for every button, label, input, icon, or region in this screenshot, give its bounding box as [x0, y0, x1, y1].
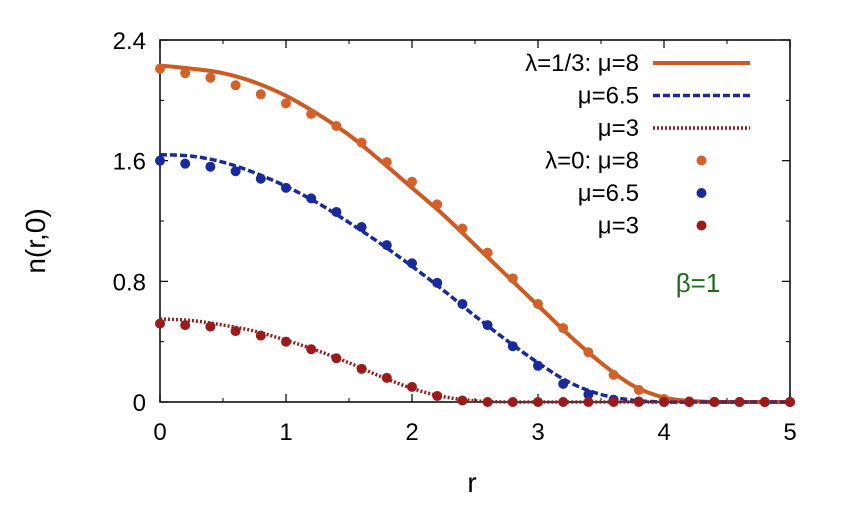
- series-4-point: [331, 206, 342, 217]
- series-3-point: [633, 384, 644, 395]
- series-5-point: [432, 390, 443, 401]
- series-4-point: [533, 360, 543, 371]
- series-5-point: [633, 397, 644, 407]
- series-3-point: [180, 68, 191, 79]
- legend-label-3: λ=0: μ=8: [545, 148, 639, 175]
- beta-annotation: β=1: [676, 268, 721, 298]
- series-5-point: [155, 318, 165, 329]
- series-5-point: [785, 397, 795, 407]
- series-3-point: [608, 369, 619, 380]
- series-4-point: [281, 182, 291, 193]
- series-5-point: [709, 397, 720, 407]
- x-tick-label: 3: [531, 419, 544, 446]
- legend-marker-4: [696, 188, 707, 198]
- series-5-point: [734, 397, 745, 407]
- series-3-point: [230, 80, 241, 91]
- series-4-point: [482, 320, 493, 331]
- y-tick-label: 0.8: [113, 269, 146, 296]
- series-4-point: [583, 389, 594, 400]
- series-5-point: [684, 397, 695, 407]
- legend-label-4: μ=6.5: [578, 180, 639, 207]
- x-tick-label: 4: [657, 419, 670, 446]
- series-5-point: [759, 397, 770, 407]
- series-3-point: [381, 157, 392, 168]
- series-5-point: [230, 326, 241, 337]
- series-3-point: [432, 199, 443, 210]
- series-5-point: [482, 397, 493, 407]
- series-5-point: [255, 330, 266, 341]
- series-4-point: [255, 173, 266, 184]
- series-3-point: [155, 63, 165, 74]
- series-5-point: [457, 395, 468, 406]
- series-3-point: [331, 120, 342, 131]
- x-tick-label: 0: [153, 419, 166, 446]
- series-3-point: [482, 247, 493, 258]
- series-4-point: [205, 161, 216, 172]
- series-3-point: [558, 323, 569, 334]
- series-5-point: [507, 397, 518, 407]
- series-4-point: [381, 240, 392, 251]
- legend-marker-5: [696, 220, 707, 231]
- series-4-point: [230, 166, 241, 177]
- series-4-point: [407, 258, 417, 269]
- series-5-point: [356, 363, 367, 374]
- series-3-point: [356, 137, 367, 148]
- series-4-point: [356, 222, 367, 233]
- legend: λ=1/3: μ=8 μ=6.5 μ=3 λ=0: μ=8 μ=6.5 μ=3: [525, 50, 750, 240]
- y-tick-label: 2.4: [113, 28, 146, 55]
- series-3-point: [533, 298, 543, 309]
- x-axis-label: r: [467, 467, 476, 498]
- legend-marker-3: [696, 155, 707, 166]
- series-5-point: [331, 353, 342, 364]
- y-tick-label: 0: [133, 390, 146, 417]
- series-5-point: [608, 397, 619, 407]
- series-0-line: [159, 63, 790, 405]
- series-4-point: [558, 378, 569, 389]
- series-3-point: [407, 176, 417, 187]
- y-axis-label: n(r,0): [20, 208, 51, 273]
- x-tick-label: 1: [279, 419, 292, 446]
- series-4-point: [155, 155, 165, 166]
- series-3-point: [583, 347, 594, 358]
- y-tick-label: 1.6: [113, 149, 146, 176]
- series-5-point: [281, 336, 291, 347]
- series-5-point: [558, 397, 569, 407]
- series-4-point: [180, 158, 191, 169]
- series-4-point: [432, 277, 443, 288]
- series-3-point: [306, 108, 317, 119]
- series-3-point: [507, 273, 518, 284]
- axis-ticks: 0 1 2 3 4 5 0 0.8 1.6 2.4: [113, 28, 797, 446]
- series-4-point: [306, 193, 317, 204]
- x-tick-label: 2: [405, 419, 418, 446]
- series-5-point: [659, 397, 669, 407]
- series-5-point: [306, 344, 317, 355]
- series-5-point: [381, 372, 392, 383]
- legend-label-5: μ=3: [598, 213, 639, 240]
- series-5-point: [205, 321, 216, 332]
- series-3-point: [281, 98, 291, 109]
- series-5-point: [533, 397, 543, 407]
- series-5-point: [583, 397, 594, 407]
- series-4-point: [457, 298, 468, 309]
- series-5-point: [407, 381, 417, 392]
- legend-label-0: λ=1/3: μ=8: [525, 50, 639, 77]
- series-3-point: [255, 89, 266, 100]
- series-4-point: [507, 341, 518, 352]
- series-layer: [155, 63, 795, 407]
- series-3-point: [457, 223, 468, 234]
- series-3-point: [205, 72, 216, 83]
- legend-label-1: μ=6.5: [578, 83, 639, 110]
- series-2-line: [159, 317, 790, 404]
- x-tick-label: 5: [783, 419, 796, 446]
- legend-label-2: μ=3: [598, 115, 639, 142]
- series-5-point: [180, 320, 191, 331]
